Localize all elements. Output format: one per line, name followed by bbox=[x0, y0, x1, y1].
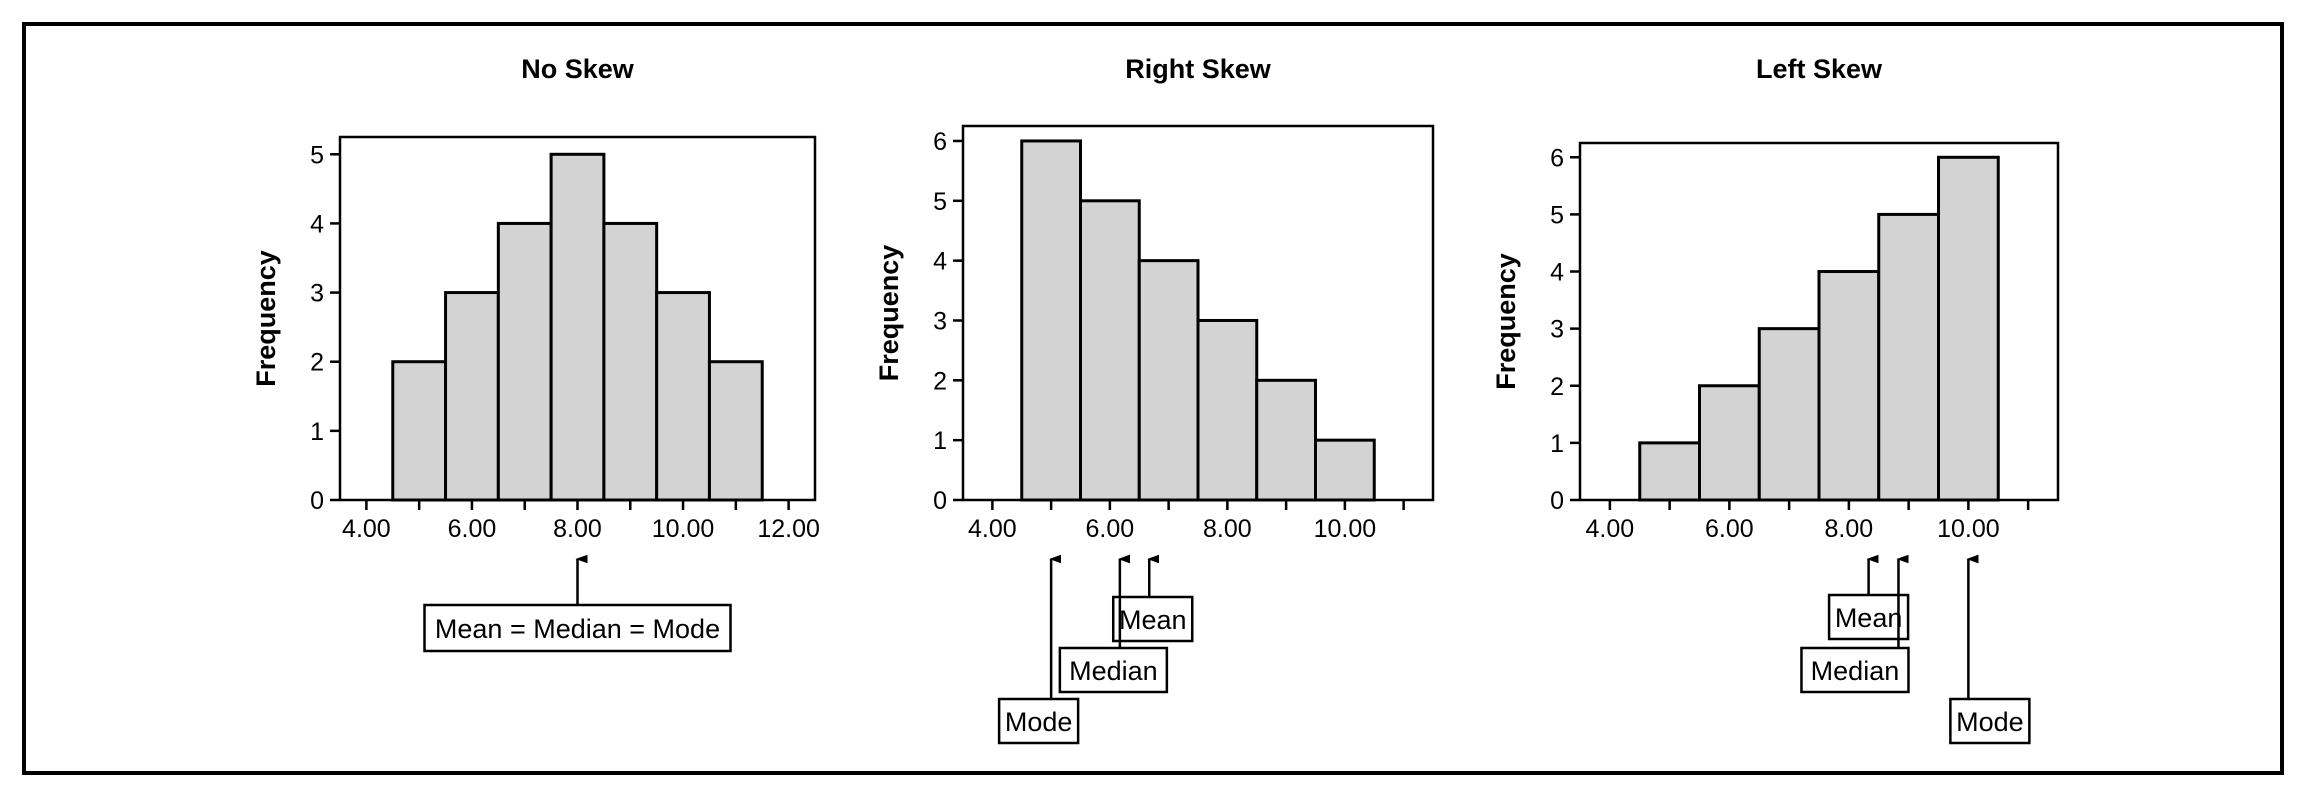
annotation-mean: Mean bbox=[1827, 559, 1910, 641]
histogram-bar bbox=[1196, 318, 1259, 502]
x-tick-label: 10.00 bbox=[652, 515, 715, 543]
y-tick-label: 2 bbox=[310, 349, 324, 377]
y-tick-label: 0 bbox=[933, 487, 947, 515]
histogram-bar bbox=[391, 360, 448, 502]
y-tick-label: 2 bbox=[933, 367, 947, 395]
annotation-box bbox=[997, 697, 1080, 745]
x-tick-label: 8.00 bbox=[1203, 515, 1252, 543]
y-tick-label: 4 bbox=[1550, 259, 1564, 287]
histogram-bar bbox=[1137, 259, 1200, 502]
annotation-label: Median bbox=[1069, 656, 1158, 686]
annotation-mode: Mode bbox=[1949, 559, 2031, 745]
x-tick-label: 4.00 bbox=[342, 515, 391, 543]
histogram-bar bbox=[1314, 438, 1376, 502]
y-tick-label: 6 bbox=[1550, 144, 1564, 172]
chart-title: Right Skew bbox=[1125, 54, 1272, 84]
histogram-bar bbox=[1817, 270, 1881, 502]
y-tick-label: 6 bbox=[933, 128, 947, 156]
chart-left-skew: Left Skew Frequency 0 1 2 3 4 5 6 4.00 6.00 8.00 10.… bbox=[1491, 54, 2060, 745]
y-tick-label: 3 bbox=[933, 307, 947, 335]
y-axis-label: Frequency bbox=[251, 250, 281, 387]
annotation-box bbox=[1800, 646, 1910, 694]
y-axis-label: Frequency bbox=[1491, 253, 1521, 390]
annotation-box bbox=[1058, 646, 1169, 694]
histogram-bar bbox=[1757, 327, 1821, 502]
x-tick-label: 8.00 bbox=[553, 515, 602, 543]
x-tick-label: 6.00 bbox=[1086, 515, 1135, 543]
histogram-bar bbox=[444, 291, 500, 502]
plot-frame bbox=[961, 124, 1435, 502]
y-tick-label: 5 bbox=[1550, 201, 1564, 229]
histogram-bar bbox=[549, 152, 606, 502]
y-tick-label: 1 bbox=[933, 427, 947, 455]
y-tick-label: 5 bbox=[933, 188, 947, 216]
histogram-bar bbox=[655, 291, 711, 502]
annotation-label: Mode bbox=[1956, 707, 2024, 737]
annotation-box bbox=[1111, 595, 1194, 643]
y-tick-label: 5 bbox=[310, 141, 324, 169]
histogram-bar bbox=[1255, 378, 1317, 502]
y-tick-label: 0 bbox=[1550, 487, 1564, 515]
histogram-bar bbox=[1638, 441, 1701, 502]
annotation-median: Median bbox=[1800, 559, 1910, 694]
y-tick-label: 1 bbox=[1550, 430, 1564, 458]
x-tick-label: 8.00 bbox=[1825, 515, 1874, 543]
annotation-mean: Mean bbox=[1111, 559, 1194, 643]
annotation-label: Mean = Median = Mode bbox=[435, 614, 720, 644]
histogram-bar bbox=[1937, 155, 2000, 502]
y-axis-label: Frequency bbox=[874, 245, 904, 382]
x-tick-label: 6.00 bbox=[448, 515, 497, 543]
histogram-bar bbox=[1877, 212, 1940, 502]
y-tick-label: 3 bbox=[310, 280, 324, 308]
annotation-box bbox=[1827, 593, 1910, 641]
y-tick-label: 4 bbox=[933, 248, 947, 276]
histogram-bar bbox=[1698, 384, 1761, 502]
chart-title: Left Skew bbox=[1756, 54, 1883, 84]
x-tick-label: 6.00 bbox=[1705, 515, 1754, 543]
y-tick-label: 0 bbox=[310, 487, 324, 515]
x-tick-label: 4.00 bbox=[1586, 515, 1635, 543]
annotation-label: Mean bbox=[1835, 603, 1903, 633]
histogram-bar bbox=[496, 221, 553, 502]
y-tick-label: 3 bbox=[1550, 316, 1564, 344]
chart-title: No Skew bbox=[521, 54, 635, 84]
annotation-box bbox=[423, 603, 732, 653]
chart-right-skew: Right Skew Frequency 0 1 2 3 4 5 6 4.00 6.00 8.00 10… bbox=[874, 54, 1435, 745]
annotation-mean-median-mode: Mean = Median = Mode bbox=[423, 559, 732, 653]
annotation-mode: Mode bbox=[997, 559, 1080, 745]
x-tick-label: 4.00 bbox=[968, 515, 1017, 543]
annotation-label: Median bbox=[1811, 656, 1900, 686]
annotation-label: Mean bbox=[1119, 605, 1187, 635]
y-tick-label: 2 bbox=[1550, 373, 1564, 401]
histogram-bar bbox=[1079, 199, 1141, 502]
chart-no-skew: No Skew Frequency 0 1 2 3 4 5 4.00 6.00 8.00 10.00 1… bbox=[251, 54, 820, 653]
x-tick-label: 12.00 bbox=[757, 515, 820, 543]
histogram-bar bbox=[1020, 139, 1082, 502]
x-tick-label: 10.00 bbox=[1314, 515, 1377, 543]
histogram-bar bbox=[602, 221, 659, 502]
annotation-box bbox=[1949, 697, 2031, 745]
x-tick-label: 10.00 bbox=[1937, 515, 2000, 543]
y-tick-label: 4 bbox=[310, 210, 324, 238]
annotation-label: Mode bbox=[1005, 707, 1073, 737]
plot-frame bbox=[1578, 141, 2060, 502]
annotation-median: Median bbox=[1058, 559, 1169, 694]
y-tick-label: 1 bbox=[310, 418, 324, 446]
histogram-bar bbox=[707, 360, 764, 502]
